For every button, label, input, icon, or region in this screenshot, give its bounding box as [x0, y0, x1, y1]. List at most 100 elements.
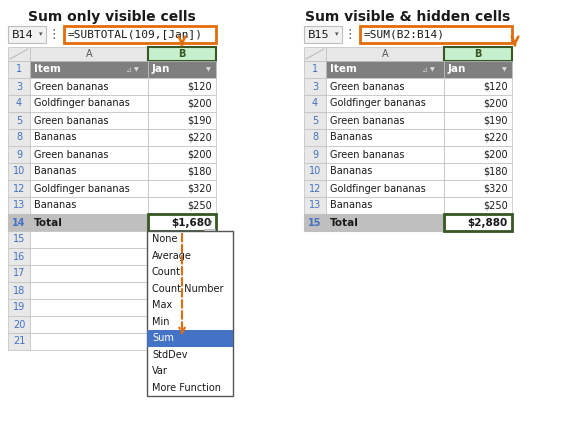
- Bar: [148, 197, 216, 214]
- Text: 14: 14: [12, 218, 26, 227]
- Text: Jan: Jan: [152, 64, 171, 75]
- Bar: [8, 231, 30, 248]
- Text: 13: 13: [309, 201, 321, 210]
- Text: 3: 3: [312, 81, 318, 92]
- Bar: [444, 146, 512, 163]
- Text: $190: $190: [188, 115, 212, 126]
- Bar: [326, 197, 444, 214]
- Text: 19: 19: [13, 302, 25, 313]
- Bar: [30, 265, 148, 282]
- Text: Goldfinger bananas: Goldfinger bananas: [330, 184, 426, 193]
- Bar: [326, 146, 444, 163]
- Text: Total: Total: [330, 218, 359, 227]
- Bar: [8, 197, 30, 214]
- Text: ⋮: ⋮: [48, 28, 60, 41]
- Text: Green bananas: Green bananas: [34, 150, 109, 159]
- Text: $120: $120: [188, 81, 212, 92]
- Bar: [444, 214, 512, 231]
- Bar: [8, 95, 30, 112]
- Text: $250: $250: [187, 201, 212, 210]
- Bar: [444, 197, 512, 214]
- Text: ⊿: ⊿: [125, 66, 131, 72]
- Text: Jan: Jan: [448, 64, 466, 75]
- Text: 15: 15: [13, 234, 25, 245]
- Bar: [148, 333, 216, 350]
- Bar: [147, 330, 233, 346]
- Text: 17: 17: [13, 268, 25, 279]
- Bar: [8, 214, 30, 231]
- Text: 20: 20: [13, 320, 25, 329]
- Text: Count: Count: [152, 267, 181, 277]
- Text: Bananas: Bananas: [330, 201, 372, 210]
- Bar: [304, 163, 326, 180]
- Text: ▾: ▾: [335, 32, 339, 37]
- Text: Goldfinger bananas: Goldfinger bananas: [34, 184, 130, 193]
- Text: Green bananas: Green bananas: [330, 150, 405, 159]
- Text: Goldfinger bananas: Goldfinger bananas: [34, 98, 130, 109]
- Bar: [8, 282, 30, 299]
- Bar: [326, 180, 444, 197]
- Bar: [304, 26, 342, 43]
- Text: B15: B15: [308, 29, 330, 40]
- Text: ▼: ▼: [502, 67, 506, 72]
- Text: Total: Total: [34, 218, 63, 227]
- Text: =SUM(B2:B14): =SUM(B2:B14): [364, 29, 445, 40]
- Bar: [8, 333, 30, 350]
- Bar: [304, 47, 326, 61]
- Bar: [30, 129, 148, 146]
- Bar: [444, 129, 512, 146]
- Text: ⋮: ⋮: [344, 28, 356, 41]
- Text: 16: 16: [13, 251, 25, 262]
- Text: $180: $180: [483, 167, 508, 176]
- Bar: [30, 316, 148, 333]
- Text: ▼: ▼: [133, 67, 138, 72]
- Bar: [444, 78, 512, 95]
- Bar: [30, 146, 148, 163]
- Text: Max: Max: [152, 300, 172, 310]
- Text: $200: $200: [188, 150, 212, 159]
- Text: 8: 8: [16, 132, 22, 143]
- Bar: [304, 197, 326, 214]
- Bar: [148, 248, 216, 265]
- Bar: [30, 197, 148, 214]
- Bar: [8, 180, 30, 197]
- Text: None: None: [152, 234, 178, 244]
- Bar: [148, 265, 216, 282]
- Bar: [148, 112, 216, 129]
- Text: 1: 1: [312, 64, 318, 75]
- Text: Sum visible & hidden cells: Sum visible & hidden cells: [305, 10, 510, 24]
- Text: ▼: ▼: [208, 222, 212, 227]
- Text: 9: 9: [312, 150, 318, 159]
- Bar: [148, 163, 216, 180]
- Text: 21: 21: [13, 337, 25, 346]
- Bar: [8, 129, 30, 146]
- Text: 1: 1: [16, 64, 22, 75]
- Bar: [30, 299, 148, 316]
- Text: A: A: [382, 49, 388, 59]
- Text: Bananas: Bananas: [34, 167, 76, 176]
- Bar: [8, 248, 30, 265]
- Text: ⊿: ⊿: [421, 66, 427, 72]
- Text: $2,880: $2,880: [467, 218, 508, 227]
- Text: ▾: ▾: [39, 32, 43, 37]
- Text: $200: $200: [483, 98, 508, 109]
- Text: Green bananas: Green bananas: [34, 115, 109, 126]
- Bar: [8, 316, 30, 333]
- Text: ▼: ▼: [206, 67, 211, 72]
- Bar: [8, 299, 30, 316]
- Text: 12: 12: [13, 184, 25, 193]
- Bar: [30, 282, 148, 299]
- Bar: [304, 180, 326, 197]
- Text: Green bananas: Green bananas: [330, 115, 405, 126]
- Bar: [148, 146, 216, 163]
- Bar: [444, 112, 512, 129]
- Text: Var: Var: [152, 366, 168, 376]
- Bar: [30, 47, 148, 61]
- Text: 12: 12: [309, 184, 321, 193]
- Bar: [30, 248, 148, 265]
- Bar: [148, 47, 216, 61]
- Bar: [148, 282, 216, 299]
- Bar: [326, 214, 444, 231]
- Bar: [326, 163, 444, 180]
- Bar: [444, 163, 512, 180]
